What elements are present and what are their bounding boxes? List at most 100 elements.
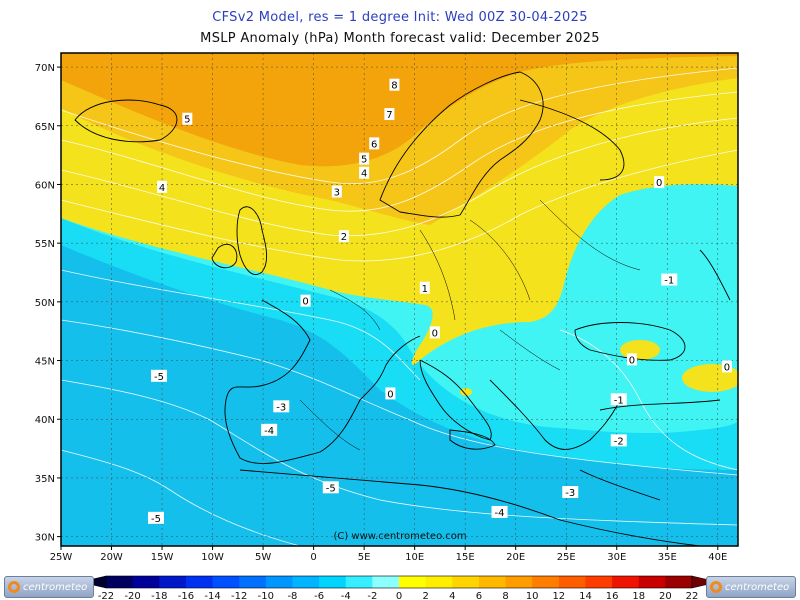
lon-label: 20W — [100, 552, 123, 563]
contour-label-bg — [610, 393, 627, 406]
contour-label-bg — [610, 434, 627, 447]
colorbar-tick-label: 16 — [606, 591, 619, 600]
contour-label: -5 — [151, 514, 161, 525]
colorbar-tick-label: -16 — [178, 591, 194, 600]
lon-label: 0 — [310, 552, 316, 563]
contour-label: 0 — [724, 362, 730, 373]
contour-label: -1 — [614, 395, 624, 406]
contour-label: 4 — [361, 169, 367, 180]
contour-label: -3 — [276, 402, 286, 413]
lon-label: 25E — [557, 552, 576, 563]
contour-label: 1 — [422, 284, 428, 295]
colorbar-tick-label: -4 — [341, 591, 351, 600]
contour-label-bg — [429, 326, 440, 339]
contour-label: -5 — [326, 483, 336, 494]
colorbar-swatch — [452, 576, 480, 588]
contour-label: -2 — [614, 436, 624, 447]
map-frame — [60, 52, 739, 547]
colorbar-tick-label: -20 — [124, 591, 140, 600]
colorbar-tick-label: 2 — [422, 591, 428, 600]
colorbar-swatch — [292, 576, 320, 588]
lat-label: 50N — [35, 298, 55, 309]
colorbar-swatch — [399, 576, 427, 588]
contour-label: -1 — [664, 276, 674, 287]
colorbar-tick-label: 18 — [632, 591, 645, 600]
contour-label: -4 — [495, 508, 505, 519]
contour-label: 5 — [361, 155, 367, 166]
map-title: CFSv2 Model, res = 1 degree Init: Wed 00… — [212, 10, 588, 25]
contour-label-bg — [338, 230, 349, 243]
colorbar-swatch — [132, 576, 160, 588]
lat-label: 40N — [35, 415, 55, 426]
colorbar-swatch — [319, 576, 347, 588]
contour-label-bg — [385, 387, 396, 400]
lat-label: 45N — [35, 357, 55, 368]
lon-label: 10W — [201, 552, 224, 563]
colorbar-tick-label: 10 — [526, 591, 539, 600]
logo-ring-icon — [8, 581, 20, 593]
colorbar-swatch — [265, 576, 293, 588]
contour-label-bg — [654, 176, 665, 189]
contour-label: 3 — [334, 188, 340, 199]
contour-label-bg — [300, 294, 311, 307]
contour-label-bg — [322, 481, 339, 494]
borders — [299, 199, 641, 451]
colorbar-swatch — [345, 576, 373, 588]
contour-label-bg — [389, 78, 400, 91]
lon-label: 10E — [405, 552, 424, 563]
lon-label: 30E — [607, 552, 626, 563]
contour-label-bg — [661, 273, 678, 286]
contour-label: 0 — [387, 389, 393, 400]
contour-label: 0 — [656, 178, 662, 189]
graticule — [61, 53, 738, 546]
logo-ring-icon — [710, 581, 722, 593]
contour-label-bg — [562, 486, 579, 499]
colorbar-tick-label: -18 — [151, 591, 167, 600]
contour-label-bg — [369, 137, 380, 150]
lat-label: 65N — [35, 122, 55, 133]
colorbar-swatch — [185, 576, 214, 588]
contour-label-bg — [359, 152, 370, 165]
lat-label: 30N — [35, 533, 55, 544]
colorbar-swatch — [585, 576, 613, 588]
field-pos-4-6 — [61, 53, 738, 167]
colorbar-swatch — [532, 576, 560, 588]
contour-label: 8 — [391, 81, 397, 92]
colorbar-tick-label: 20 — [659, 591, 672, 600]
contour-label-bg — [331, 185, 342, 198]
colorbar-swatch — [478, 576, 507, 588]
logo-text: centrometeo — [23, 581, 88, 593]
lon-label: 15E — [456, 552, 475, 563]
lon-label: 35E — [658, 552, 677, 563]
lat-label: 55N — [35, 239, 55, 250]
colorbar-tick-label: -12 — [231, 591, 247, 600]
contour-label: 2 — [341, 232, 347, 243]
lon-label: 5W — [255, 552, 271, 563]
contour-label-bg — [359, 166, 370, 179]
colorbar-tick-label: 0 — [396, 591, 402, 600]
contour-label: -3 — [565, 488, 575, 499]
logo-text: centrometeo — [725, 581, 790, 593]
lat-label: 60N — [35, 180, 55, 191]
colorbar-swatch — [159, 576, 187, 588]
colorbar-swatch — [425, 576, 453, 588]
colorbar-swatch — [505, 576, 533, 588]
contour-label: 6 — [371, 139, 377, 150]
contour-label-bg — [491, 505, 508, 518]
colorbar-swatch — [106, 576, 134, 588]
contour-label-bg — [147, 511, 164, 524]
centrometeo-logo-right: centrometeo — [706, 576, 796, 598]
lon-label: 40E — [708, 552, 727, 563]
lon-label: 5E — [358, 552, 371, 563]
contour-label-bg — [157, 180, 168, 193]
contour-label-bg — [384, 108, 395, 121]
contour-label: 5 — [184, 115, 190, 126]
copyright-text: (C) www.centrometeo.com — [333, 531, 466, 542]
colorbar-tick-label: 12 — [552, 591, 565, 600]
contour-label-bg — [182, 112, 193, 125]
colorbar-swatch — [638, 576, 666, 588]
lat-label: 70N — [35, 63, 55, 74]
colorbar-swatch — [212, 576, 240, 588]
